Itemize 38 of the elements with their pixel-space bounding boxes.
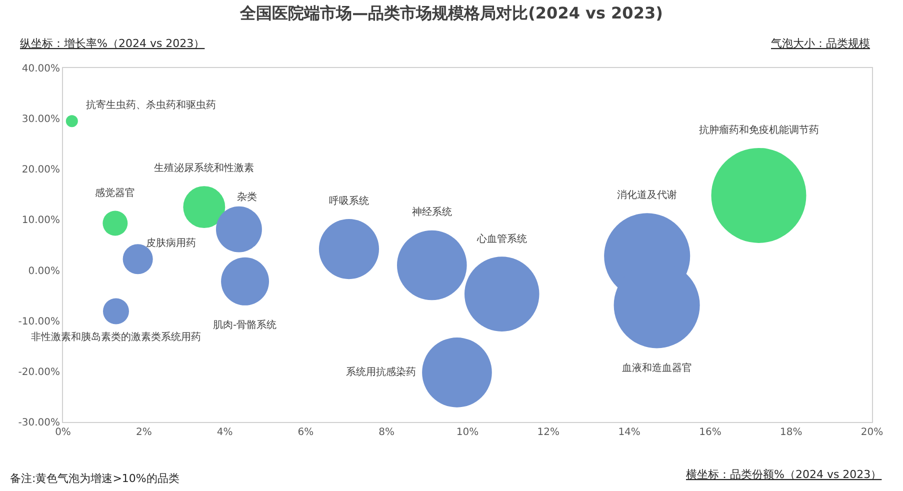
x-tick-label: 16% bbox=[699, 427, 722, 438]
series-label: 非性激素和胰岛素类的激素类系统用药 bbox=[31, 331, 201, 343]
series-label: 感觉器官 bbox=[95, 187, 135, 199]
x-tick-label: 20% bbox=[860, 427, 884, 438]
x-tick-label: 14% bbox=[618, 427, 640, 438]
y-tick-label: -30.00% bbox=[18, 418, 60, 428]
text: 血液和造血器官 bbox=[622, 362, 692, 374]
series-label: 皮肤病用药 bbox=[146, 237, 196, 249]
y-tick-label: 40.00% bbox=[22, 64, 60, 74]
series-label: 系统用抗感染药 bbox=[346, 366, 416, 378]
y-tick-label: 0.00% bbox=[28, 266, 60, 277]
series-label: 杂类 bbox=[237, 191, 257, 203]
text: 肌肉-骨骼系统 bbox=[213, 319, 277, 331]
series-label: 神经系统 bbox=[412, 206, 452, 218]
y-tick-label: 10.00% bbox=[22, 215, 60, 226]
x-tick-label: 10% bbox=[456, 427, 479, 438]
text: 备注:黄色气泡为增速>10%的品类 bbox=[10, 472, 180, 485]
series-label: 生殖泌尿系统和性激素 bbox=[154, 162, 254, 174]
x-axis-title: 横坐标：品类份额%（2024 vs 2023） bbox=[686, 468, 882, 481]
series-label: 抗肿瘤药和免疫机能调节药 bbox=[699, 124, 819, 136]
x-tick-label: 6% bbox=[298, 427, 314, 438]
series-label: 消化道及代谢 bbox=[617, 189, 677, 201]
x-tick-label: 4% bbox=[216, 427, 233, 438]
x-tick-label: 12% bbox=[537, 427, 560, 438]
y-tick-label: 30.00% bbox=[22, 114, 60, 126]
x-tick-label: 8% bbox=[378, 427, 395, 438]
y-tick-label: -10.00% bbox=[18, 316, 60, 328]
x-tick-label: 0% bbox=[55, 427, 71, 438]
y-tick-label: 20.00% bbox=[22, 164, 60, 176]
x-tick-label: 18% bbox=[780, 427, 802, 438]
y-axis-title: 纵坐标：增长率%（2024 vs 2023） bbox=[20, 37, 205, 50]
series-label: 呼吸系统 bbox=[329, 195, 369, 207]
y-tick-label: -20.00% bbox=[18, 366, 60, 378]
x-tick-label: 2% bbox=[136, 427, 152, 438]
series-label: 抗寄生虫药、杀虫药和驱虫药 bbox=[86, 99, 216, 111]
chart-title: 全国医院端市场—品类市场规模格局对比(2024 vs 2023) bbox=[239, 4, 663, 23]
text: 气泡大小：品类规模 bbox=[771, 37, 870, 50]
series-label: 心血管系统 bbox=[476, 233, 527, 245]
